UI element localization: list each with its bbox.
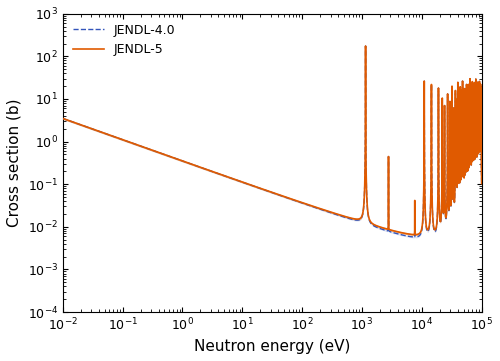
- JENDL-4.0: [410, 235, 416, 239]
- JENDL-4.0: [474, 116, 480, 120]
- Y-axis label: Cross section (b): Cross section (b): [7, 99, 22, 227]
- Line: JENDL-5: JENDL-5: [62, 46, 482, 235]
- JENDL-5: [474, 116, 480, 120]
- X-axis label: Neutron energy (eV): Neutron energy (eV): [194, 339, 350, 354]
- JENDL-5: [148, 148, 154, 152]
- JENDL-5: [410, 232, 416, 237]
- JENDL-5: [440, 197, 446, 201]
- JENDL-4.0: [469, 160, 475, 164]
- JENDL-5: [469, 160, 475, 164]
- JENDL-4.0: [456, 120, 462, 124]
- JENDL-5: [292, 198, 298, 203]
- JENDL-4.0: [292, 199, 298, 203]
- JENDL-4.0: [479, 195, 485, 200]
- Line: JENDL-4.0: JENDL-4.0: [62, 46, 482, 237]
- JENDL-4.0: [60, 116, 66, 121]
- JENDL-5: [362, 44, 368, 48]
- JENDL-5: [479, 195, 485, 199]
- JENDL-5: [60, 116, 66, 121]
- JENDL-4.0: [148, 148, 154, 152]
- JENDL-4.0: [362, 44, 368, 48]
- JENDL-4.0: [440, 197, 446, 202]
- JENDL-5: [456, 120, 462, 124]
- Legend: JENDL-4.0, JENDL-5: JENDL-4.0, JENDL-5: [69, 20, 180, 60]
